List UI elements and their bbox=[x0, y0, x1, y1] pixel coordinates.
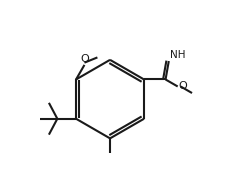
Text: O: O bbox=[178, 82, 187, 91]
Text: NH: NH bbox=[170, 50, 185, 60]
Text: O: O bbox=[80, 54, 89, 64]
